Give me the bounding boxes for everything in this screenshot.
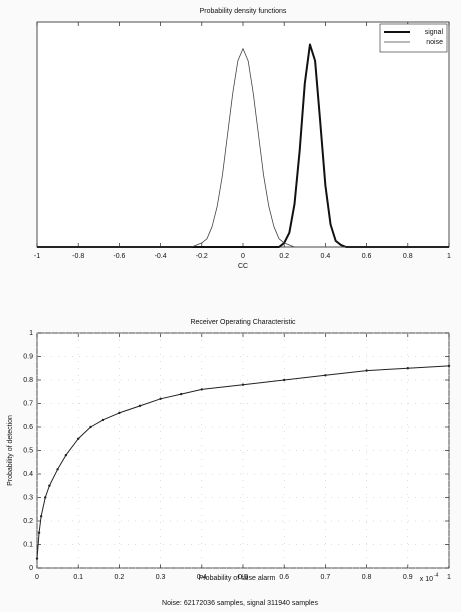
data-point [56, 468, 59, 471]
x-multiplier-exponent: -4 [434, 572, 439, 578]
data-point [447, 364, 451, 368]
data-point [118, 411, 121, 415]
x-tick-label: 0.8 [362, 574, 372, 581]
x-tick-label: 0.9 [403, 574, 413, 581]
y-tick-label: 0.5 [23, 447, 33, 454]
y-tick-label: 0.9 [23, 353, 33, 360]
x-tick-label: 0.3 [156, 574, 166, 581]
y-tick-label: 0.1 [23, 541, 33, 548]
x-axis-label: Probability of false alarm [199, 575, 276, 582]
x-tick-label: 0.2 [279, 253, 289, 260]
data-point [200, 388, 203, 391]
y-axis-label: Probability of detection [7, 415, 14, 486]
data-point [77, 437, 80, 440]
data-point [64, 454, 68, 457]
x-tick-label: 0.6 [362, 253, 372, 260]
y-tick-label: 0.7 [23, 400, 33, 407]
x-tick-label: 0.8 [403, 253, 413, 260]
data-point [89, 425, 92, 429]
x-tick-label: 0 [35, 574, 39, 581]
data-line [37, 43, 449, 248]
data-line [37, 48, 449, 248]
x-tick-label: 0.2 [115, 574, 125, 581]
x-tick-label: 0.4 [197, 574, 207, 581]
chart-title: Probability density functions [200, 8, 287, 15]
data-point [406, 367, 409, 370]
x-tick-label: -0.6 [113, 253, 125, 260]
x-tick-label: 0.6 [279, 574, 289, 581]
data-point [39, 515, 43, 518]
data-point [324, 374, 327, 377]
data-point [37, 531, 41, 534]
data-point [48, 484, 51, 487]
caption: Noise: 62172036 samples, signal 311940 s… [162, 600, 318, 607]
data-point [365, 369, 368, 372]
x-axis-label: CC [238, 263, 248, 270]
y-tick-label: 0.2 [23, 518, 33, 525]
y-tick-label: 0 [29, 565, 33, 572]
legend-label: signal [425, 29, 444, 36]
x-tick-label: -0.8 [72, 253, 84, 260]
y-tick-label: 1 [29, 330, 33, 337]
x-tick-label: -0.4 [155, 253, 167, 260]
legend-label: noise [426, 39, 443, 46]
data-point [35, 557, 39, 560]
x-tick-label: 0.5 [238, 574, 248, 581]
chart-title: Receiver Operating Characteristic [190, 319, 296, 326]
plot-area [36, 21, 450, 248]
x-multiplier: x 10 [420, 576, 433, 583]
data-point [241, 383, 245, 386]
data-point [159, 397, 162, 400]
x-tick-label: 0.1 [73, 574, 83, 581]
legend-box [379, 23, 448, 53]
x-tick-label: 0 [241, 253, 245, 260]
y-tick-label: 0.3 [23, 494, 33, 501]
data-point [44, 496, 47, 499]
data-point [180, 392, 183, 396]
y-tick-label: 0.8 [23, 377, 33, 384]
x-tick-label: -0.2 [196, 253, 208, 260]
x-tick-label: 0.7 [321, 574, 331, 581]
x-tick-label: 1 [447, 253, 451, 260]
data-point [283, 378, 286, 382]
x-tick-label: 0.4 [321, 253, 331, 260]
data-point [101, 418, 105, 422]
x-tick-label: -1 [34, 253, 40, 260]
x-tick-label: 1 [447, 574, 451, 581]
y-tick-label: 0.4 [23, 471, 33, 478]
data-point [138, 404, 142, 408]
y-tick-label: 0.6 [23, 424, 33, 431]
